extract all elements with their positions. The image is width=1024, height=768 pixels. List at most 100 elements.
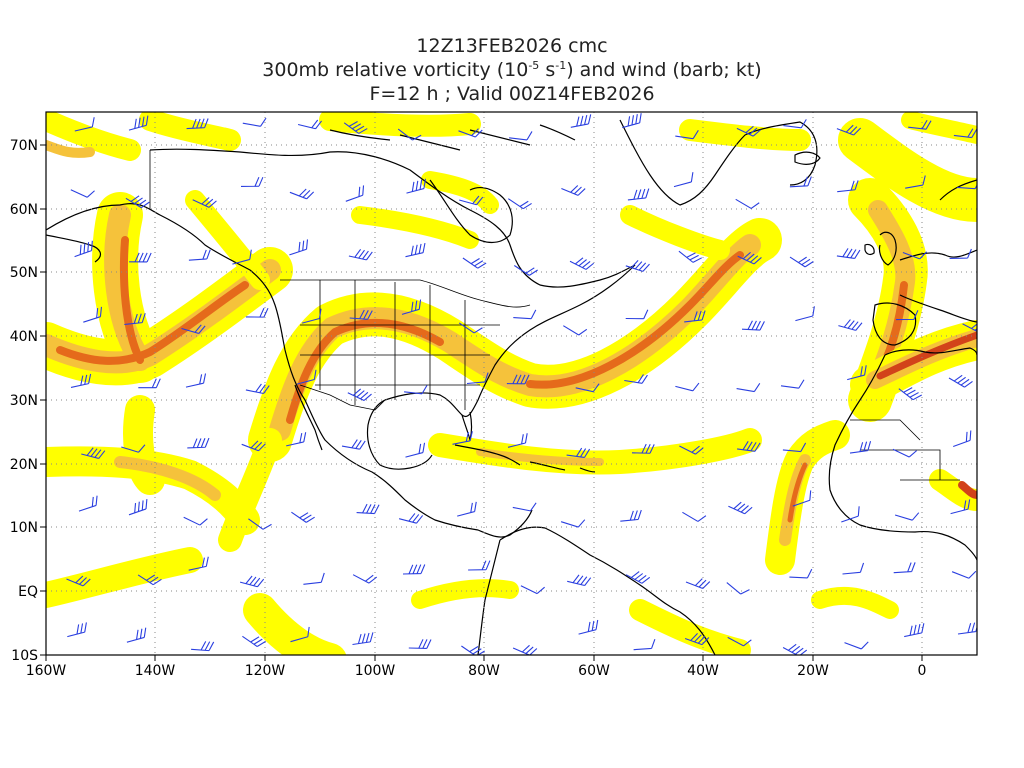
wind-barb (67, 622, 87, 638)
wind-barb (951, 570, 977, 579)
lat-tick-label: 30N (10, 393, 38, 409)
border-us-canada (149, 150, 531, 308)
wind-barb (458, 322, 483, 334)
title-line-3: F=12 h ; Valid 00Z14FEB2026 (369, 83, 655, 105)
wind-barb (569, 257, 595, 270)
wind-barb (301, 308, 322, 324)
wind-barb (186, 118, 209, 130)
wind-barb (789, 256, 814, 268)
wind-barb (908, 119, 932, 130)
wind-barb (905, 175, 926, 189)
wind-barb (78, 495, 98, 512)
wind-barb (81, 447, 106, 459)
wind-barb (622, 113, 642, 129)
wind-barb (633, 638, 656, 651)
wind-barb (836, 248, 861, 259)
wind-barb (563, 325, 588, 336)
wind-barb (684, 310, 706, 323)
wind-barb (352, 574, 378, 584)
wind-barb (625, 309, 649, 320)
wind-barb (398, 513, 424, 524)
wind-barb (904, 623, 925, 638)
wind-barb (507, 198, 532, 210)
coast-hudson-bay (429, 179, 513, 244)
wind-barb (789, 176, 812, 188)
wind-barb (728, 501, 753, 515)
wind-barb (682, 511, 707, 522)
wind-barb (289, 188, 315, 200)
wind-barb (736, 125, 761, 137)
wind-barb (895, 310, 919, 321)
wind-barb (737, 251, 762, 265)
wind-barb (893, 562, 916, 574)
wind-barb (297, 119, 323, 130)
wind-barb (245, 307, 269, 318)
wind-barb (188, 556, 209, 571)
wind-barb (673, 172, 694, 188)
wind-barb (125, 195, 150, 209)
wind-barb (675, 382, 700, 392)
wind-barb (405, 242, 426, 258)
wind-barb (126, 627, 147, 643)
wind-barb (406, 178, 427, 194)
wind-barb (239, 575, 265, 588)
wind-barb (842, 562, 865, 575)
wind-barb (341, 439, 366, 450)
wind-barb (461, 645, 485, 655)
wind-barb (570, 114, 592, 128)
wind-barb (783, 119, 807, 129)
wind-barb (678, 250, 702, 263)
wind-barb (837, 180, 859, 193)
border-us-mexico (299, 384, 386, 411)
wind-barb (512, 502, 537, 512)
wind-barb (181, 324, 206, 334)
wind-barb (296, 369, 317, 385)
axis-ticks (40, 144, 923, 661)
wind-barb (242, 117, 267, 127)
wind-barb (466, 372, 489, 385)
wind-barb (949, 248, 972, 259)
wind-barb (578, 619, 599, 635)
wind-barb (957, 621, 977, 635)
lon-tick-label: 160W (26, 663, 67, 679)
wind-barb (737, 441, 761, 452)
wind-barb (560, 519, 586, 528)
wind-barb (70, 189, 95, 198)
coast-africa (828, 347, 977, 561)
lat-tick-label: 60N (10, 202, 38, 218)
wind-barb (507, 433, 528, 448)
wind-barb (898, 387, 922, 401)
wind-barb (957, 179, 977, 190)
wind-barb (962, 321, 977, 333)
wind-barb (679, 445, 704, 455)
vorticity-shading (46, 112, 977, 655)
wind-barb (129, 252, 152, 263)
wind-barb (232, 249, 252, 265)
wind-barb (625, 259, 650, 272)
wind-barb (726, 582, 750, 595)
wind-barb (245, 383, 270, 395)
wind-barb (631, 443, 655, 454)
wind-barb (290, 626, 310, 643)
wind-barb (348, 249, 373, 261)
figure-titles: 12Z13FEB2026 cmc 300mb relative vorticit… (0, 34, 1024, 106)
wind-barb (345, 185, 365, 202)
wind-barb (844, 641, 869, 650)
lon-tick-label: 40W (687, 663, 719, 679)
wind-barb (459, 195, 484, 206)
lon-tick-label: 0 (918, 663, 927, 679)
wind-barb (303, 572, 325, 585)
wind-barb (124, 313, 146, 326)
wind-barb (512, 644, 538, 655)
wind-barb (841, 506, 860, 523)
wind-barb (356, 503, 380, 515)
wind-barb (242, 635, 266, 647)
wind-barb (736, 383, 761, 393)
wind-barb (950, 499, 971, 515)
wind-barb (780, 379, 805, 389)
wind-barb (185, 373, 207, 388)
wind-barb (892, 448, 917, 458)
wind-barb (838, 319, 863, 331)
wind-barb (74, 240, 93, 258)
lon-tick-label: 20W (797, 663, 829, 679)
